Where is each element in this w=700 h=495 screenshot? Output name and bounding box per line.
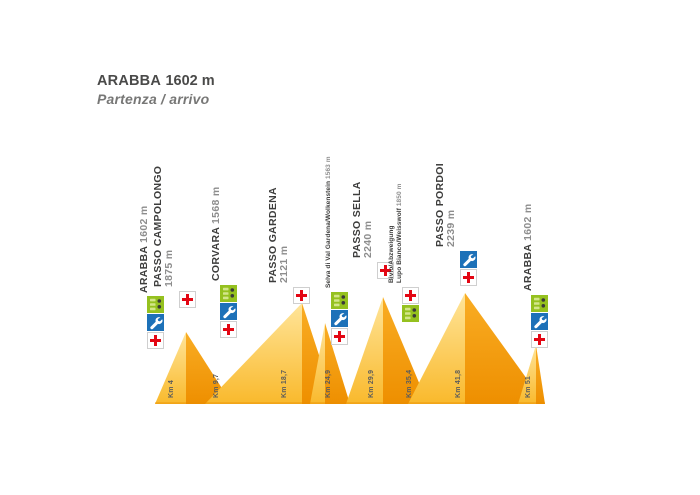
red-cross-icon [531, 331, 548, 348]
service-icons-gardena [293, 287, 310, 305]
red-cross-icon [179, 291, 196, 308]
waypoint-label-campolongo: PASSO CAMPOLONGO 1875 m [152, 165, 175, 287]
title-start-name: ARABBA [97, 73, 162, 89]
waypoint-label-gardena: PASSO GARDENA 2121 m [267, 187, 290, 283]
km-marker-arabba-finish: Km 51 [525, 375, 532, 398]
service-icons-arabba-start [147, 296, 164, 350]
waypoint-label-selva: Selva di Val Gardena/Wolkenstein 1563 m [325, 156, 332, 288]
refreshment-station-icon [147, 296, 164, 313]
waypoint-label-lupo-bianco: Bivio/Abzweigung Lupo Bianco/Weisswolf 1… [388, 183, 403, 284]
mountain-sella [346, 297, 428, 404]
refreshment-station-icon [531, 295, 548, 312]
km-marker-selva: Km 24,9 [325, 369, 332, 398]
red-cross-icon [220, 321, 237, 338]
wrench-icon [531, 313, 548, 330]
waypoint-label-arabba-finish: ARABBA 1602 m [522, 203, 534, 291]
km-marker-sella: Km 29,9 [368, 369, 375, 398]
km-marker-campolongo: Km 4 [168, 380, 175, 398]
waypoint-label-arabba-start: ARABBA 1602 m [138, 205, 150, 293]
service-icons-lupo-bianco [402, 287, 419, 323]
mountain-campolongo [155, 332, 232, 404]
title-start-elevation: 1602 m [165, 73, 215, 89]
service-icons-pordoi [460, 251, 477, 287]
red-cross-icon [460, 269, 477, 286]
red-cross-icon [147, 332, 164, 349]
wrench-icon [147, 314, 164, 331]
km-marker-corvara: Km 9,7 [213, 373, 220, 398]
service-icons-arabba-finish [531, 295, 548, 349]
red-cross-icon [402, 287, 419, 304]
wrench-icon [220, 303, 237, 320]
red-cross-icon [293, 287, 310, 304]
refreshment-station-icon [220, 285, 237, 302]
mountain-pordoi [408, 293, 545, 404]
elevation-profile-chart [155, 293, 545, 404]
wrench-icon [331, 310, 348, 327]
service-icons-selva [331, 292, 348, 346]
waypoint-label-sella: PASSO SELLA 2240 m [351, 181, 374, 258]
wrench-icon [460, 251, 477, 268]
km-marker-pordoi: Km 41,8 [455, 369, 462, 398]
red-cross-icon [331, 328, 348, 345]
baseline-strip [155, 402, 545, 404]
title-subtitle: Partenza / arrivo [97, 91, 210, 107]
mountain-gardena [205, 303, 350, 404]
refreshment-station-icon [331, 292, 348, 309]
page-title: ARABBA 1602 m Partenza / arrivo [97, 72, 215, 108]
waypoint-label-pordoi: PASSO PORDOI 2239 m [434, 163, 457, 247]
service-icons-campolongo [179, 291, 196, 309]
refreshment-station-icon [402, 305, 419, 322]
km-marker-gardena: Km 18,7 [281, 369, 288, 398]
service-icons-corvara [220, 285, 237, 339]
waypoint-label-corvara: CORVARA 1568 m [210, 186, 222, 281]
km-marker-lupo-bianco: Km 35,4 [406, 369, 413, 398]
